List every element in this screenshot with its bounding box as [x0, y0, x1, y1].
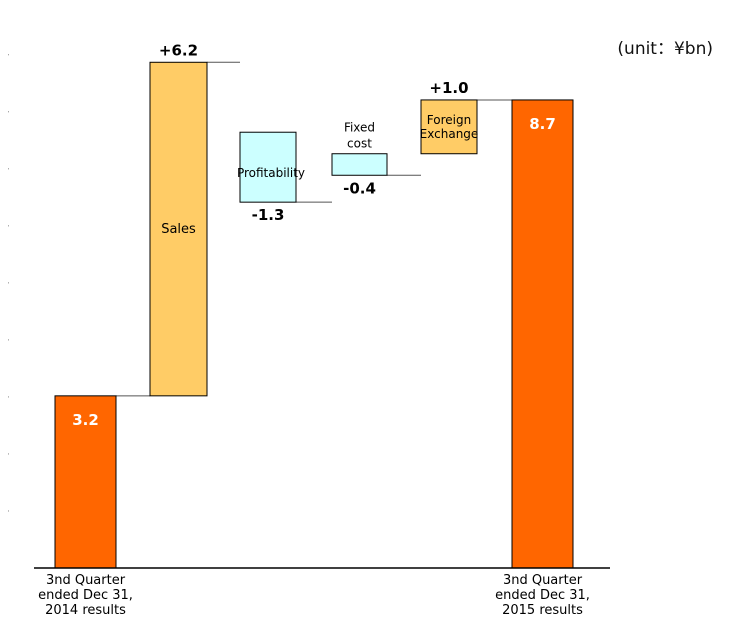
- bar-value-label: 3.2: [72, 411, 99, 429]
- category-label: 2015 results: [502, 603, 583, 618]
- axis-tick-mark: [8, 225, 9, 227]
- category-label: 2014 results: [45, 603, 126, 618]
- bar-value-label: 8.7: [529, 115, 556, 133]
- bar-total: [511, 99, 574, 569]
- bar-value-label: +6.2: [159, 41, 198, 59]
- bar-inner-label: cost: [347, 137, 372, 151]
- axis-tick-mark: [8, 168, 9, 170]
- bar-inner-label: Profitability: [237, 166, 305, 180]
- category-label: 3nd Quarter: [503, 573, 583, 588]
- bar-inner-label: Sales: [161, 222, 196, 237]
- axis-tick-mark: [8, 510, 9, 512]
- axis-tick-mark: [8, 111, 9, 113]
- bar-inner-label: Exchange: [420, 127, 479, 141]
- category-label: ended Dec 31,: [495, 588, 590, 603]
- axis-tick-mark: [8, 453, 9, 455]
- bar-decrease: [239, 131, 297, 203]
- axis-tick-mark: [8, 339, 9, 341]
- unit-label: (unit：¥bn): [617, 39, 713, 59]
- bar-inner-label: Fixed: [344, 121, 375, 135]
- bar-increase: [149, 61, 208, 397]
- bar-increase: [420, 99, 478, 155]
- bar-decrease: [331, 153, 388, 176]
- bar-value-label: -1.3: [252, 206, 285, 224]
- axis-tick-mark: [8, 396, 9, 398]
- axis-tick-mark: [8, 54, 9, 56]
- bar-total: [54, 395, 117, 569]
- bar-value-label: +1.0: [429, 79, 468, 97]
- bar-value-label: -0.4: [343, 179, 376, 197]
- category-label: 3nd Quarter: [46, 573, 126, 588]
- axis-tick-mark: [8, 282, 9, 284]
- bar-inner-label: Foreign: [427, 113, 471, 127]
- category-label: ended Dec 31,: [38, 588, 133, 603]
